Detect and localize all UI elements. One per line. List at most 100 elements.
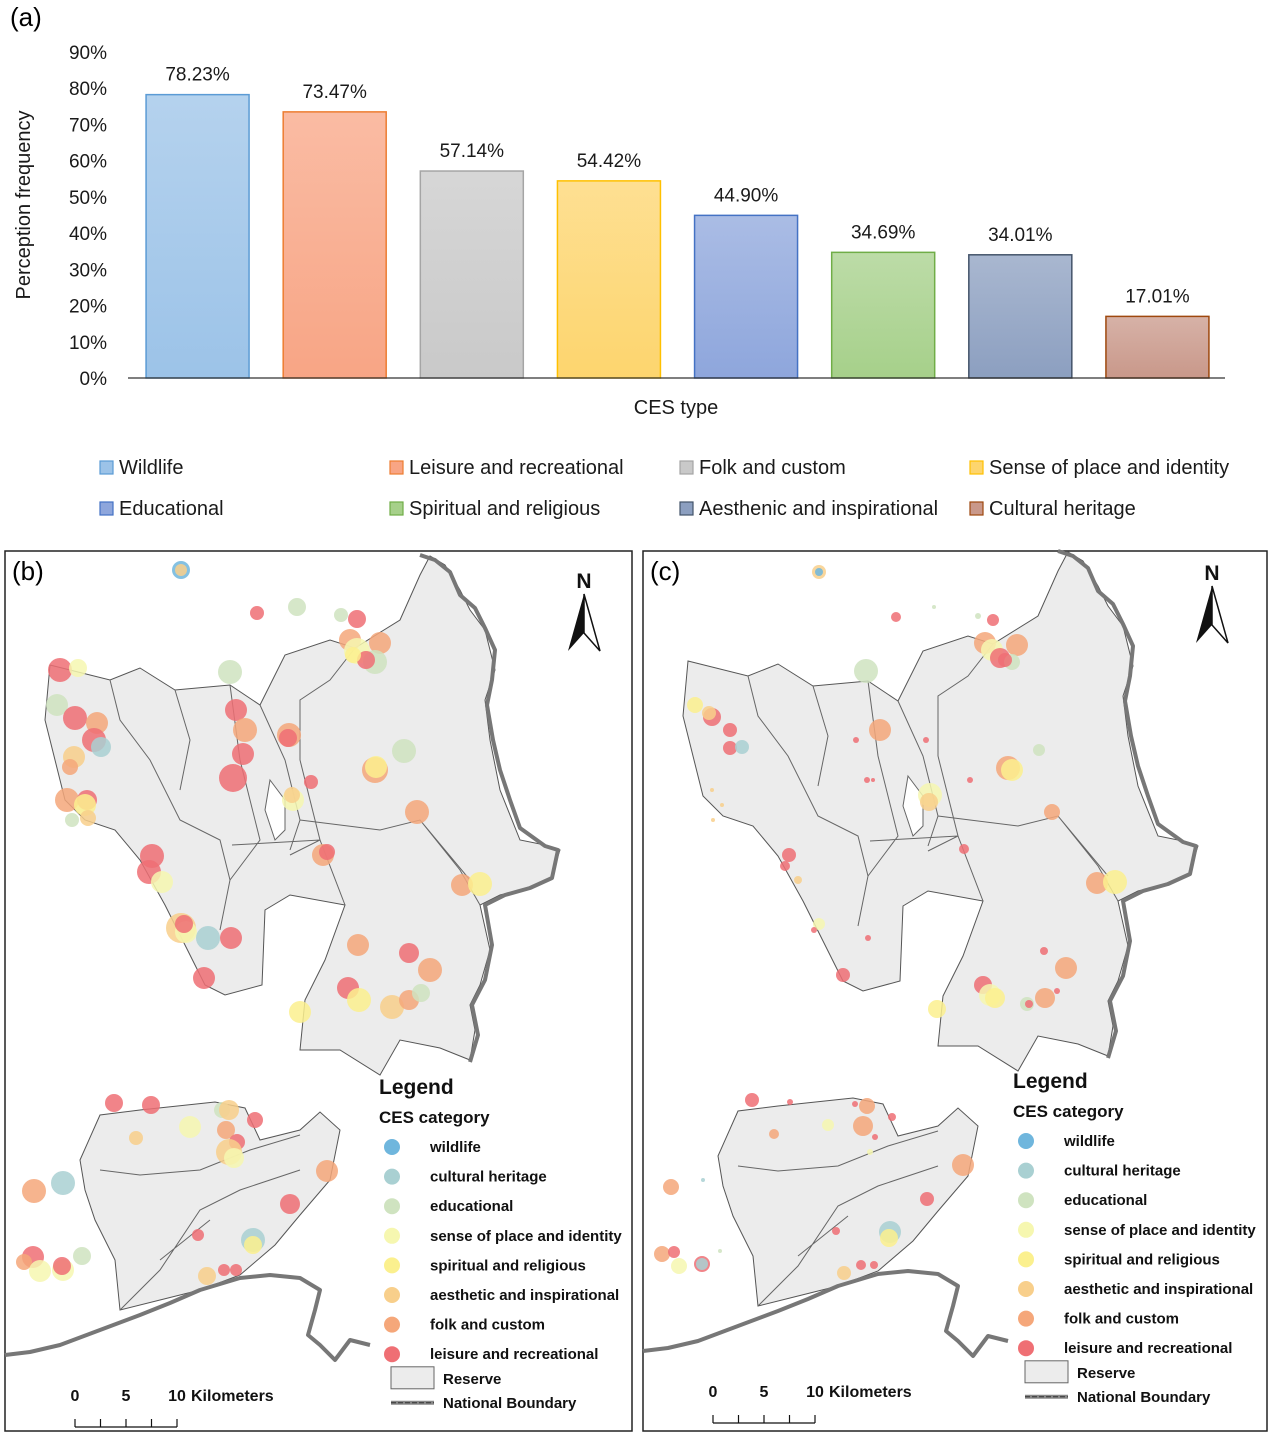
ces-point xyxy=(16,1254,32,1270)
bar-value-label: 44.90% xyxy=(714,185,779,206)
legend-entry: Wildlife xyxy=(119,457,183,479)
ces-point xyxy=(872,1134,878,1140)
legend-swatch xyxy=(99,501,114,516)
north-arrow-icon: N xyxy=(568,570,601,652)
ces-point xyxy=(1055,957,1077,979)
data-labels: 78.23% 73.47% 57.14% 54.42% 44.90% 34.69% 34.0… xyxy=(165,65,1189,308)
ces-point xyxy=(280,1194,300,1214)
map-legend-swatch xyxy=(384,1227,400,1244)
ces-point xyxy=(1040,947,1048,955)
scale-tick-label: 0 xyxy=(71,1388,80,1405)
ces-point xyxy=(959,844,969,854)
legend-swatch xyxy=(99,460,114,475)
ces-point xyxy=(794,876,802,884)
legend-swatch xyxy=(679,501,694,516)
boundary-label: National Boundary xyxy=(443,1395,577,1412)
legend-entry: Educational xyxy=(119,498,224,520)
ces-point xyxy=(224,1148,244,1168)
ces-point xyxy=(718,1249,722,1253)
ces-point xyxy=(701,1178,705,1182)
bar-7 xyxy=(1105,315,1210,379)
ces-point xyxy=(782,848,796,862)
scale-tick-label: 5 xyxy=(760,1384,769,1401)
y-axis-label: Perception frequency xyxy=(13,110,35,299)
y-tick-label: 90% xyxy=(69,43,107,64)
bar-value-label: 78.23% xyxy=(165,65,230,86)
legend-entry: Cultural heritage xyxy=(989,498,1136,520)
map-legend-title: Legend xyxy=(1013,1070,1088,1093)
y-tick-label: 10% xyxy=(69,333,107,354)
ces-point xyxy=(856,1260,866,1270)
ces-point xyxy=(217,1121,235,1139)
map-legend-swatch xyxy=(1018,1221,1034,1238)
ces-point xyxy=(720,803,724,807)
ces-point xyxy=(347,988,371,1012)
ces-point xyxy=(319,844,335,860)
ces-point xyxy=(175,564,187,576)
ces-point xyxy=(920,1192,934,1206)
ces-point xyxy=(288,598,306,616)
ces-point xyxy=(369,632,391,654)
scale-tick-label: 5 xyxy=(122,1388,131,1405)
panel-c-label: (c) xyxy=(650,556,680,586)
map-legend-item: wildlife xyxy=(1063,1133,1115,1150)
ces-point xyxy=(405,800,429,824)
ces-point xyxy=(129,1131,143,1145)
y-tick-label: 40% xyxy=(69,224,107,245)
ces-point xyxy=(451,874,473,896)
legend-entry: Leisure and recreational xyxy=(409,457,624,479)
reserve-swatch xyxy=(1024,1360,1069,1384)
map-legend-subtitle: CES category xyxy=(379,1108,490,1127)
map-legend-swatch xyxy=(384,1168,400,1185)
map-legend-swatch xyxy=(1018,1192,1034,1209)
ces-point xyxy=(348,610,366,628)
ces-point xyxy=(218,660,242,684)
map-legend-item: spiritual and religious xyxy=(1064,1251,1220,1268)
ces-point xyxy=(412,984,430,1002)
legend-swatch xyxy=(679,460,694,475)
ces-point xyxy=(247,1112,263,1128)
ces-point xyxy=(304,775,318,789)
ces-point xyxy=(888,1113,896,1121)
ces-point xyxy=(920,793,938,811)
bar-4 xyxy=(693,214,799,379)
map-legend-b: Legend CES category wildlife cultural herit… xyxy=(71,570,622,1428)
map-legend-swatch xyxy=(384,1346,400,1363)
ces-point xyxy=(967,777,973,783)
ces-point xyxy=(663,1179,679,1195)
scale-tick-label: 0 xyxy=(709,1384,718,1401)
ces-point xyxy=(867,1149,873,1155)
ces-point xyxy=(702,706,716,720)
ces-point xyxy=(865,935,871,941)
ces-point xyxy=(51,1171,75,1195)
map-legend-item: spiritual and religious xyxy=(430,1257,586,1274)
map-legend-item: sense of place and identity xyxy=(1064,1222,1256,1239)
ces-point xyxy=(1103,870,1127,894)
scale-bar: 0 5 10 Kilometers xyxy=(709,1384,912,1424)
ces-point xyxy=(69,659,87,677)
ces-point xyxy=(347,934,369,956)
bar-value-label: 73.47% xyxy=(302,82,367,103)
ces-point xyxy=(334,608,348,622)
y-tick-label: 20% xyxy=(69,297,107,318)
map-legend-item: wildlife xyxy=(429,1139,481,1156)
bar-0 xyxy=(145,93,250,379)
ces-point xyxy=(316,1160,338,1182)
ces-point xyxy=(289,1001,311,1023)
ces-point xyxy=(22,1179,46,1203)
ces-point xyxy=(175,915,193,933)
ces-point xyxy=(998,653,1012,667)
map-panel-c: (c) xyxy=(642,549,1268,1432)
ces-point xyxy=(230,1264,242,1276)
ces-point xyxy=(219,1100,239,1120)
ces-point xyxy=(179,1116,201,1138)
map-legend-swatch xyxy=(1018,1133,1034,1149)
ces-point xyxy=(813,918,825,930)
map-legend-title: Legend xyxy=(379,1076,454,1099)
north-label: N xyxy=(576,570,591,593)
ces-point xyxy=(192,1229,204,1241)
ces-point xyxy=(1033,744,1045,756)
bar-3 xyxy=(556,180,662,379)
ces-point xyxy=(710,788,714,792)
